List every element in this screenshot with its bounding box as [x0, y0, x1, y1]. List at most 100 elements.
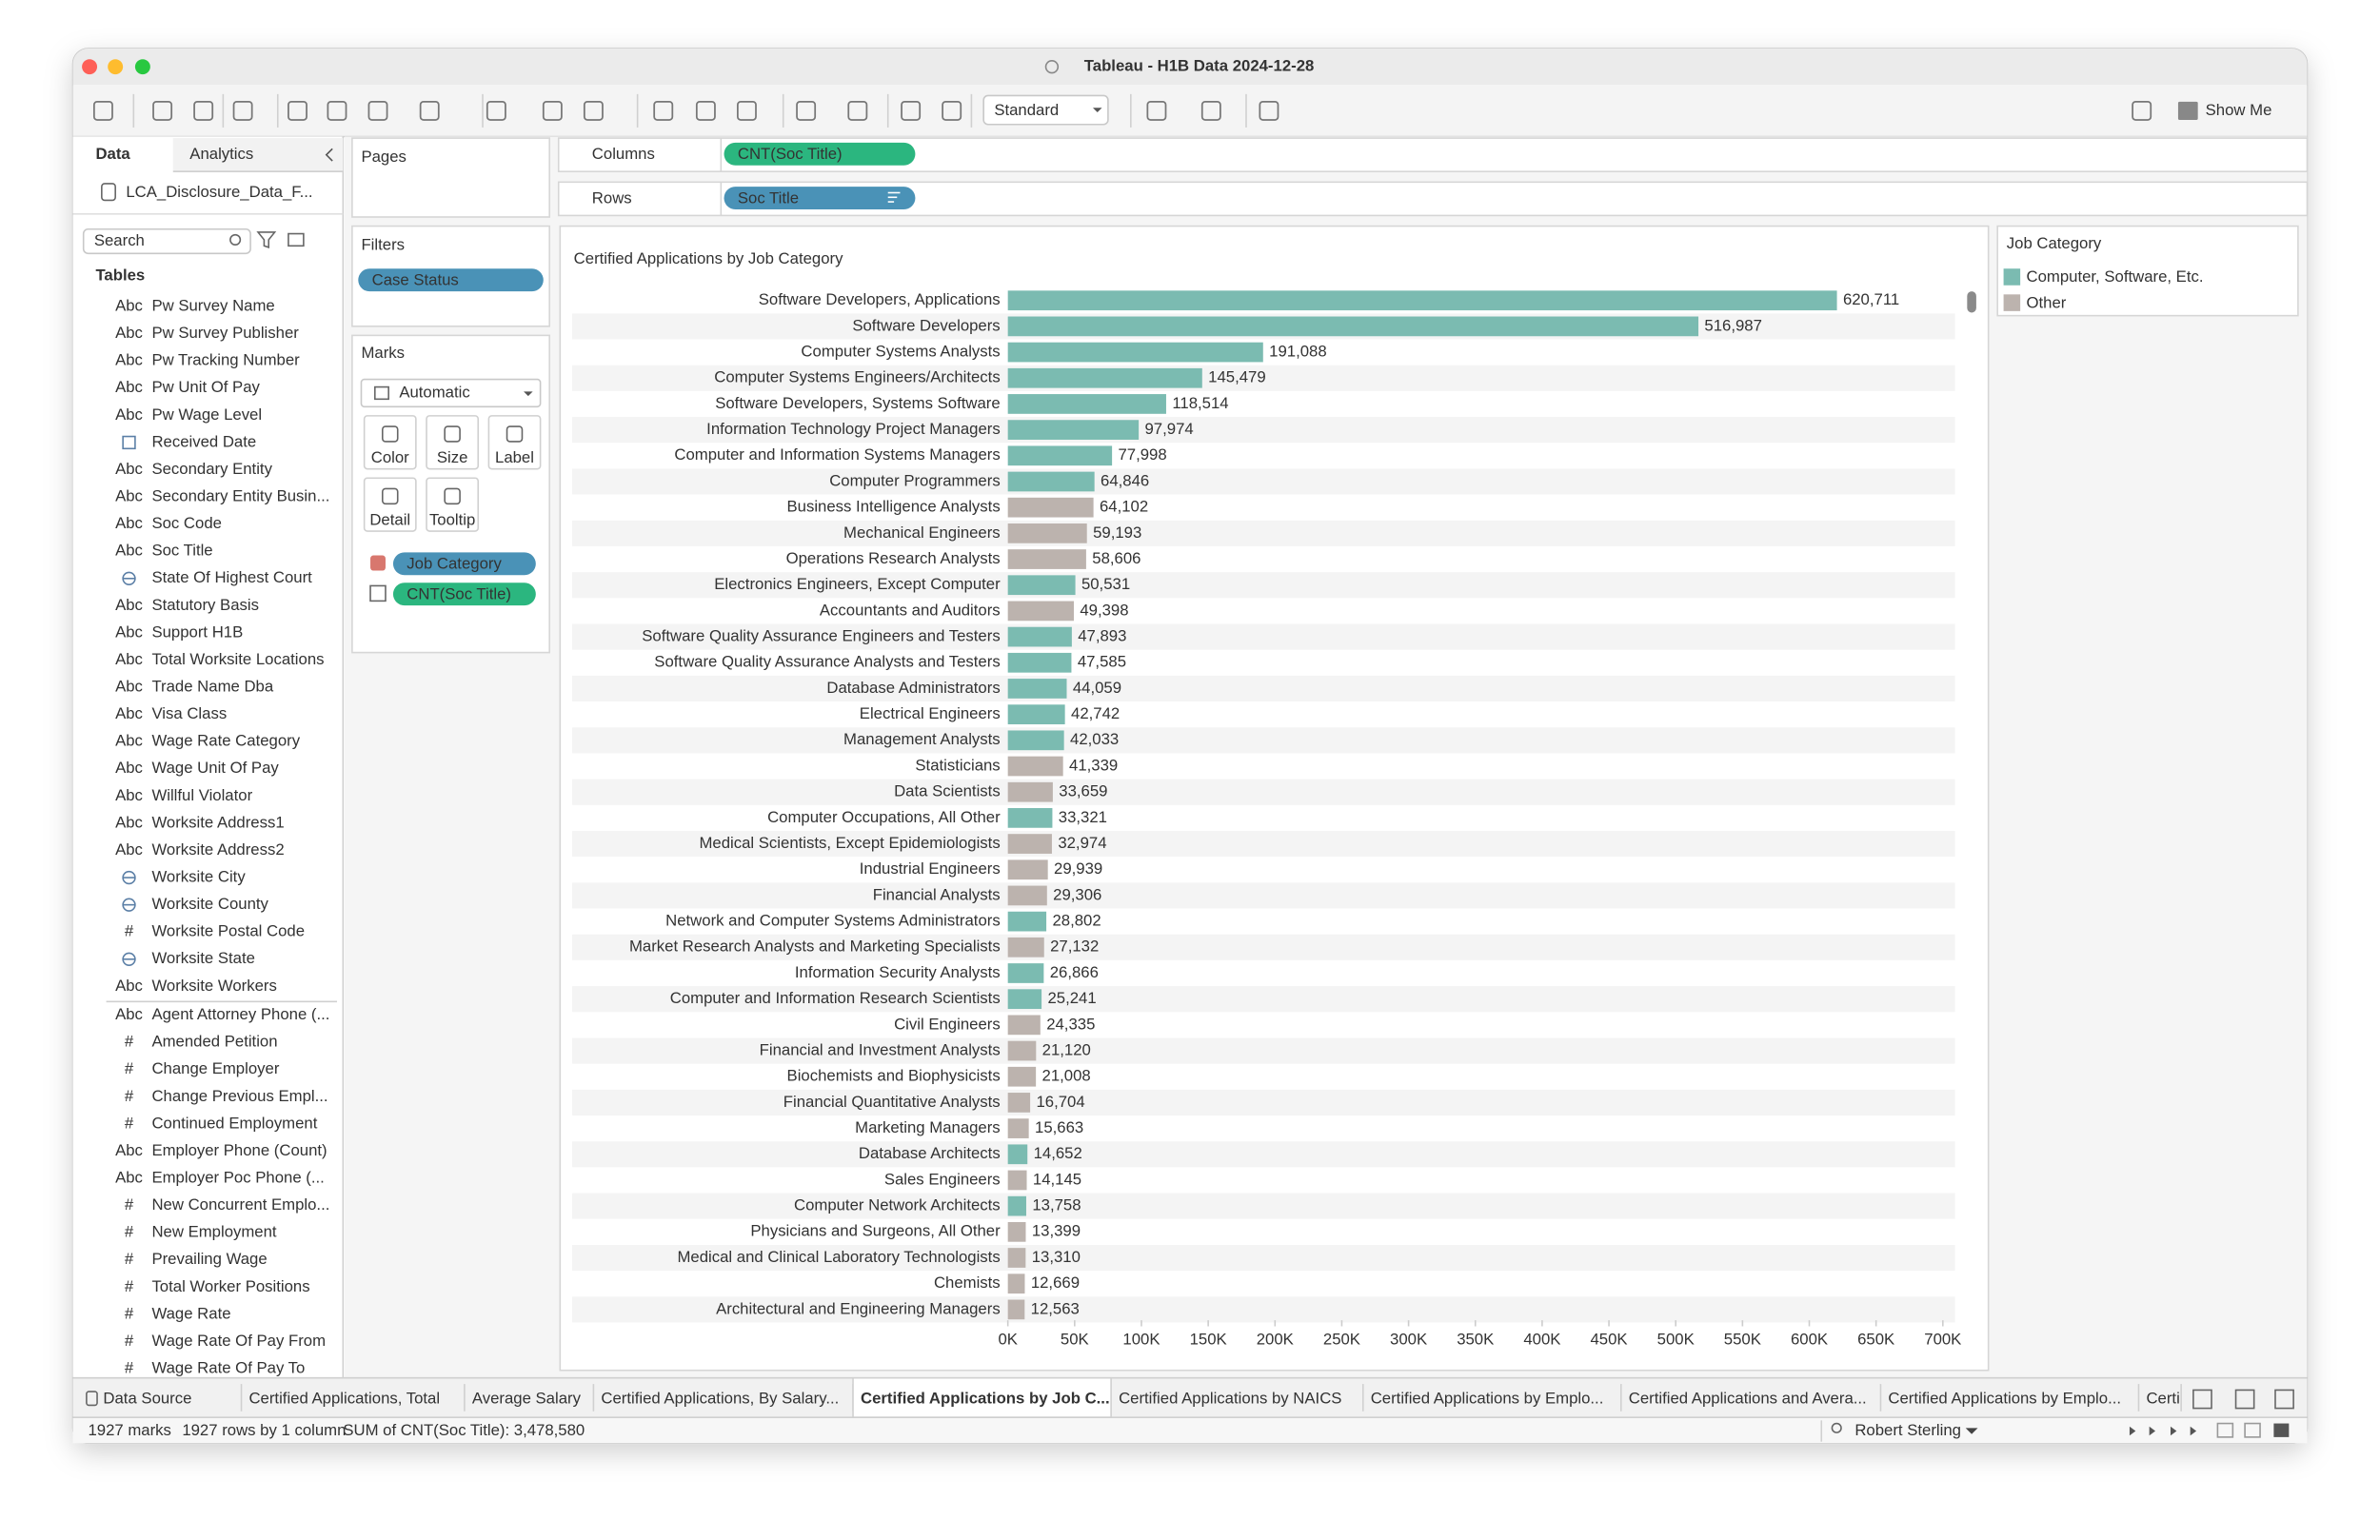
legend-label[interactable]: Other — [2027, 293, 2067, 311]
field-name[interactable]: Soc Title — [151, 542, 212, 560]
sheet-tab[interactable]: Certi — [2146, 1389, 2179, 1407]
field-name[interactable]: Trade Name Dba — [151, 677, 273, 695]
field-name[interactable]: Worksite Address1 — [151, 813, 284, 831]
field-name[interactable]: Employer Phone (Count) — [151, 1141, 327, 1159]
sheet-tab[interactable]: Certified Applications by Emplo... — [1888, 1389, 2121, 1407]
datasource-name[interactable]: LCA_Disclosure_Data_F... — [126, 183, 312, 201]
field-name[interactable]: New Concurrent Emplo... — [151, 1195, 329, 1214]
view-button[interactable] — [2244, 1422, 2261, 1438]
field-name[interactable]: Agent Attorney Phone (... — [151, 1005, 329, 1023]
field-name[interactable]: Wage Rate — [151, 1304, 230, 1322]
new-sheet-button[interactable] — [2274, 1389, 2294, 1410]
mark-type-dropdown[interactable] — [360, 378, 542, 408]
field-name[interactable]: Visa Class — [151, 704, 227, 722]
field-name[interactable]: Total Worker Positions — [151, 1277, 309, 1295]
toolbar-button[interactable] — [1146, 100, 1167, 121]
field-name[interactable]: Worksite Postal Code — [151, 922, 305, 940]
toolbar-button[interactable] — [419, 100, 440, 121]
field-name[interactable]: Wage Unit Of Pay — [151, 759, 279, 777]
field-name[interactable]: State Of Highest Court — [151, 568, 312, 586]
field-name[interactable]: Worksite City — [151, 867, 246, 885]
view-button[interactable] — [2273, 1423, 2290, 1437]
field-name[interactable]: Secondary Entity Busin... — [151, 486, 329, 504]
toolbar-button[interactable] — [193, 100, 214, 121]
sheet-tab[interactable]: Certified Applications and Avera... — [1629, 1389, 1867, 1407]
field-name[interactable]: Prevailing Wage — [151, 1250, 267, 1268]
field-name[interactable]: Wage Rate Of Pay To — [151, 1359, 305, 1377]
field-name[interactable]: Support H1B — [151, 622, 243, 641]
show-me-icon[interactable] — [2177, 101, 2198, 120]
sheet-tab[interactable]: Certified Applications by Emplo... — [1371, 1389, 1604, 1407]
field-name[interactable]: Change Previous Empl... — [151, 1087, 327, 1105]
sheet-tab[interactable]: Certified Applications by Job C... — [861, 1389, 1110, 1407]
window-control[interactable] — [82, 59, 98, 75]
toolbar-button[interactable] — [796, 100, 817, 121]
toolbar-button[interactable] — [942, 100, 962, 121]
sheet-tab[interactable]: Data Source — [103, 1389, 191, 1407]
toolbar-button[interactable] — [653, 100, 674, 121]
field-name[interactable]: Pw Survey Publisher — [151, 324, 299, 342]
field-name[interactable]: Statutory Basis — [151, 596, 259, 614]
legend-label[interactable]: Computer, Software, Etc. — [2027, 267, 2204, 286]
field-name[interactable]: Change Employer — [151, 1059, 279, 1077]
field-name[interactable]: Amended Petition — [151, 1033, 277, 1051]
field-name[interactable]: Pw Survey Name — [151, 296, 274, 314]
show-me[interactable]: Show Me — [2206, 101, 2272, 119]
toolbar-button[interactable] — [695, 100, 716, 121]
page-nav-button[interactable] — [2190, 1426, 2197, 1436]
filter-pill[interactable] — [358, 268, 544, 292]
sheet-tab[interactable]: Certified Applications, By Salary... — [601, 1389, 839, 1407]
field-name[interactable]: Continued Employment — [151, 1114, 317, 1132]
toolbar-button[interactable] — [2132, 100, 2152, 121]
page-nav-button[interactable] — [2149, 1426, 2156, 1436]
field-name[interactable]: Total Worksite Locations — [151, 650, 324, 668]
marks-pill[interactable] — [392, 552, 536, 576]
field-name[interactable]: Wage Rate Category — [151, 732, 300, 750]
field-name[interactable]: Wage Rate Of Pay From — [151, 1332, 326, 1350]
view-icon[interactable] — [288, 232, 305, 247]
field-name[interactable]: Employer Poc Phone (... — [151, 1169, 324, 1187]
columns-pill[interactable] — [724, 142, 916, 166]
field-name[interactable]: New Employment — [151, 1223, 276, 1241]
field-name[interactable]: Soc Code — [151, 514, 222, 532]
toolbar-button[interactable] — [486, 100, 506, 121]
new-sheet-button[interactable] — [2234, 1389, 2255, 1410]
sheet-tab[interactable]: Average Salary — [472, 1389, 582, 1407]
toolbar-button[interactable] — [736, 100, 757, 121]
field-name[interactable]: Worksite Address2 — [151, 840, 284, 859]
filter-icon[interactable] — [256, 231, 277, 248]
field-name[interactable]: Pw Tracking Number — [151, 351, 300, 369]
toolbar-button[interactable] — [367, 100, 388, 121]
field-name[interactable]: Worksite County — [151, 895, 268, 913]
page-nav-button[interactable] — [2129, 1426, 2136, 1436]
fit-dropdown[interactable] — [982, 94, 1109, 126]
toolbar-button[interactable] — [1259, 100, 1279, 121]
field-name[interactable]: Willful Violator — [151, 786, 252, 804]
collapse-chevron[interactable] — [325, 148, 333, 162]
sheet-tab[interactable]: Certified Applications by NAICS — [1119, 1389, 1341, 1407]
scrollbar-thumb[interactable] — [1967, 291, 1976, 313]
toolbar-button[interactable] — [288, 100, 307, 121]
search-box[interactable] — [82, 227, 251, 255]
sheet-tab[interactable]: Certified Applications, Total — [248, 1389, 440, 1407]
new-sheet-button[interactable] — [2192, 1389, 2212, 1410]
sidebar-tab[interactable]: Analytics — [189, 145, 253, 163]
view-button[interactable] — [2216, 1422, 2234, 1438]
window-control[interactable] — [108, 59, 124, 75]
marks-pill[interactable] — [392, 582, 536, 606]
status-user[interactable]: Robert Sterling — [1854, 1421, 1961, 1439]
toolbar-button[interactable] — [1200, 100, 1221, 121]
toolbar-button[interactable] — [583, 100, 604, 121]
field-name[interactable]: Worksite State — [151, 949, 255, 967]
field-name[interactable]: Received Date — [151, 432, 256, 450]
toolbar-button[interactable] — [327, 100, 347, 121]
toolbar-button[interactable] — [542, 100, 563, 121]
toolbar-button[interactable] — [847, 100, 868, 121]
toolbar-button[interactable] — [232, 100, 253, 121]
rows-pill[interactable] — [724, 187, 916, 210]
toolbar-button[interactable] — [92, 100, 113, 121]
user-menu-arrow[interactable] — [1965, 1428, 1978, 1434]
toolbar-button[interactable] — [901, 100, 922, 121]
field-name[interactable]: Worksite Workers — [151, 977, 276, 995]
field-name[interactable]: Pw Unit Of Pay — [151, 378, 260, 396]
